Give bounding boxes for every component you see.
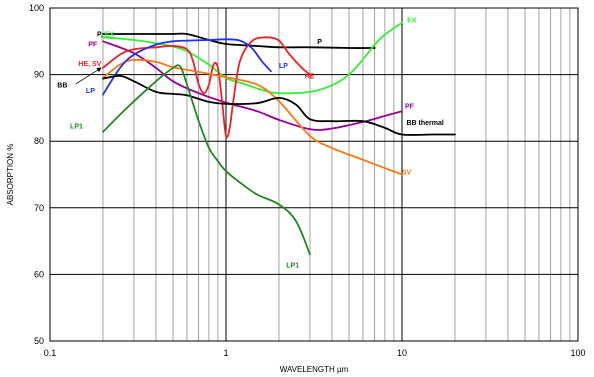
series-label: PF [88, 42, 98, 49]
plot-area-frame [49, 7, 579, 342]
series-lines [102, 21, 456, 256]
series-line-pf [102, 40, 403, 131]
series-label: LP [279, 63, 288, 70]
series-line-he [102, 36, 311, 139]
y-tick-label: 50 [34, 336, 44, 346]
series-label: BB thermal [406, 120, 443, 127]
series-labels: P, EX PF HE, SV BB LP LP1 P EX LP HE PF BB thermal S… [57, 18, 444, 270]
series-label: BB [57, 82, 67, 89]
x-axis-label: WAVELENGTH µm [280, 365, 349, 374]
y-tick-label: 70 [34, 203, 44, 213]
series-label: LP1 [286, 263, 299, 270]
series-label: HE, SV [78, 61, 101, 68]
series-label: LP1 [70, 124, 83, 131]
series-line-lp [102, 38, 272, 96]
x-axis-ticks: 0.1 1 10 100 [44, 348, 586, 358]
x-tick-label: 10 [397, 348, 407, 358]
series-label: SV [402, 170, 412, 177]
series-label: PF [405, 104, 415, 111]
series-label: HE [305, 74, 315, 81]
series-label: P [317, 39, 322, 46]
series-line-sv [102, 58, 403, 176]
series-label: LP [86, 88, 95, 95]
y-tick-label: 80 [34, 136, 44, 146]
bb-pointer-arrow [75, 67, 102, 85]
y-axis-ticks: 50 60 70 80 90 100 [29, 3, 44, 346]
series-line-bb-thermal [102, 74, 456, 136]
series-label: P, EX [97, 32, 114, 39]
y-tick-label: 90 [34, 70, 44, 80]
x-tick-label: 1 [223, 348, 228, 358]
series-line-lp1 [102, 64, 311, 256]
y-tick-label: 60 [34, 269, 44, 279]
x-tick-label: 100 [570, 348, 585, 358]
y-tick-label: 100 [29, 3, 44, 13]
y-axis-label: ABSORPTION % [6, 144, 15, 206]
series-label: EX [407, 18, 417, 25]
x-tick-label: 0.1 [44, 348, 57, 358]
series-line-p [102, 32, 376, 49]
